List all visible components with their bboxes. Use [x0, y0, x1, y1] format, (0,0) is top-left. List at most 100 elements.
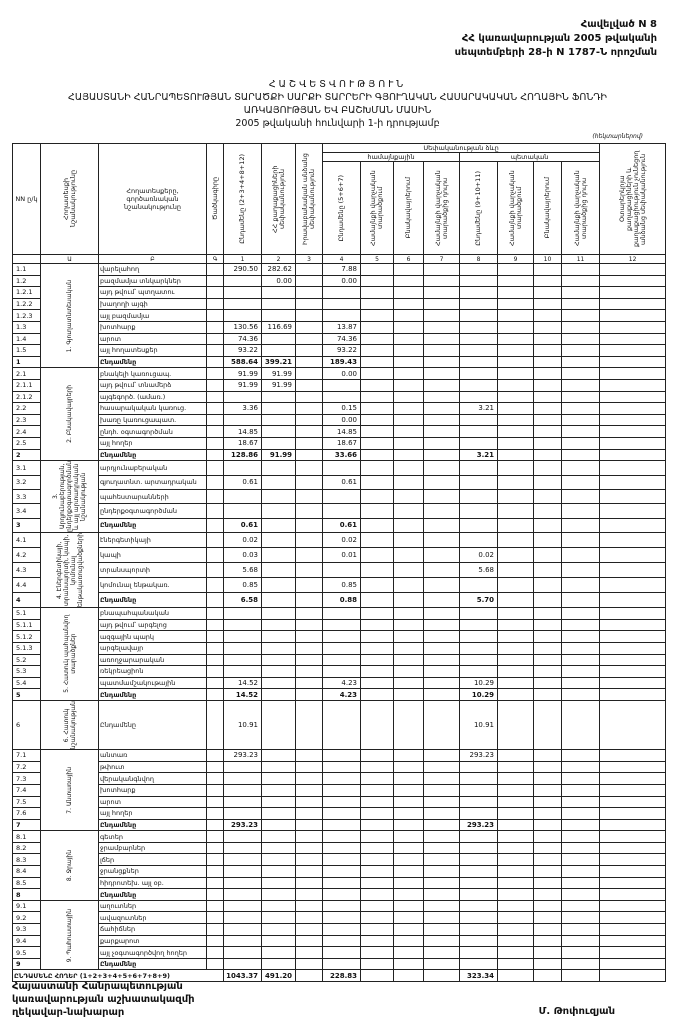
head-cell: պետական	[458, 152, 601, 162]
cell	[261, 474, 296, 490]
column-number: 9	[497, 254, 534, 264]
row-code: 8.2	[12, 841, 41, 855]
cell	[459, 320, 498, 334]
cell	[533, 488, 562, 505]
head-cell: Սեփականության ձևը	[321, 143, 601, 153]
cell	[295, 344, 323, 357]
cell	[261, 899, 296, 913]
cell	[261, 460, 296, 476]
value-cell: 282.62	[261, 263, 296, 276]
column-number: 10	[533, 254, 562, 264]
row-code: 5.1.3	[12, 641, 41, 655]
cell	[206, 888, 224, 901]
value-cell: 1043.37	[223, 969, 262, 982]
head-row: Ընդամենը (5+6+7) Համայնքի վարչական տարածք…	[13, 161, 666, 255]
table-row: 4 Ընդամենը 6.58 0.88 5.70	[12, 592, 667, 609]
row-name: Ընդամենը	[98, 355, 207, 369]
cell	[497, 969, 534, 982]
row-name: Ընդամենը	[98, 888, 207, 901]
cell	[560, 795, 601, 809]
cell	[360, 332, 394, 346]
cell	[261, 749, 296, 762]
cell	[223, 286, 262, 299]
cell	[459, 577, 498, 594]
row-name: վարելահող	[98, 263, 207, 276]
cell	[261, 503, 296, 519]
group-label: 8. Ջրային	[66, 850, 73, 882]
row-name: թփուտ	[98, 760, 207, 774]
cell	[393, 547, 424, 564]
cell	[322, 297, 361, 311]
cell	[393, 899, 424, 913]
cell	[459, 641, 498, 655]
cell	[393, 653, 424, 667]
value-cell: 3.21	[459, 402, 498, 415]
row-code: 5.4	[12, 676, 41, 690]
cell	[261, 607, 296, 620]
cell	[459, 367, 498, 380]
cell	[560, 969, 601, 982]
value-cell: 33.66	[322, 448, 361, 462]
cell	[393, 577, 424, 594]
cell	[322, 818, 361, 832]
cell	[206, 876, 224, 890]
row-name: տրանսպորտի	[98, 562, 207, 579]
cell	[599, 517, 667, 534]
group-label: 6. Հատուկ նշանակության	[62, 700, 77, 750]
subtitle: ՀԱՅԱՍՏԱՆԻ ՀԱՆՐԱՊԵՏՈՒԹՅԱՆ ՏԱՐԱԾՔԻ ՍԱՐՔԻ Տ…	[68, 92, 607, 103]
footer-line: ղեկավար-նախարար	[12, 1007, 125, 1018]
table-row: 7 Ընդամենը 293.23 293.23	[12, 818, 667, 832]
cell	[261, 783, 296, 797]
cell	[599, 865, 667, 878]
cell	[423, 688, 460, 701]
cell	[560, 618, 601, 632]
cell	[261, 688, 296, 701]
cell	[360, 344, 394, 357]
row-name: ազգային պարկ	[98, 630, 207, 643]
cell	[497, 332, 534, 346]
cell	[560, 946, 601, 959]
group-cell: 8. Ջրային	[40, 830, 99, 901]
cell	[295, 332, 323, 346]
cell	[533, 911, 562, 925]
cell	[533, 795, 562, 809]
cell	[560, 865, 601, 878]
cell	[393, 946, 424, 959]
cell	[295, 413, 323, 427]
cell	[423, 699, 460, 751]
cell	[459, 653, 498, 667]
row-name: կոմունալ ենթակառ.	[98, 577, 207, 594]
cell	[223, 460, 262, 476]
row-code: 9.5	[12, 946, 41, 959]
cell	[459, 517, 498, 534]
cell	[360, 436, 394, 450]
cell	[497, 618, 534, 632]
cell	[599, 772, 667, 785]
cell	[393, 474, 424, 490]
cell	[360, 607, 394, 620]
column-number: 1	[223, 254, 262, 264]
cell	[459, 630, 498, 643]
cell	[360, 934, 394, 948]
cell	[533, 413, 562, 427]
cell	[599, 699, 667, 751]
table-row: 3.1 3. Արդյունաբերության, ընդերքօգտագործմ…	[12, 460, 667, 534]
cell	[599, 503, 667, 519]
cell	[295, 448, 323, 462]
cell	[423, 899, 460, 913]
titles: ՀԱՇՎԵՏՎՈՒԹՅՈՒՆ ՀԱՅԱՍՏԱՆԻ ՀԱՆՐԱՊԵՏՈՒԹՅԱՆ …	[0, 78, 675, 130]
row-code: 7.5	[12, 795, 41, 809]
table-row: 8.2 ջրամբարներ	[12, 841, 667, 855]
cell	[261, 286, 296, 299]
cell	[599, 547, 667, 564]
row-name: ջրանցքներ	[98, 865, 207, 878]
cell	[423, 532, 460, 549]
cell	[360, 532, 394, 549]
cell	[360, 367, 394, 380]
cell	[295, 853, 323, 867]
cell	[393, 332, 424, 346]
cell	[393, 911, 424, 925]
cell	[423, 367, 460, 380]
row-name: պահեստարանների	[98, 488, 207, 505]
cell	[459, 923, 498, 936]
